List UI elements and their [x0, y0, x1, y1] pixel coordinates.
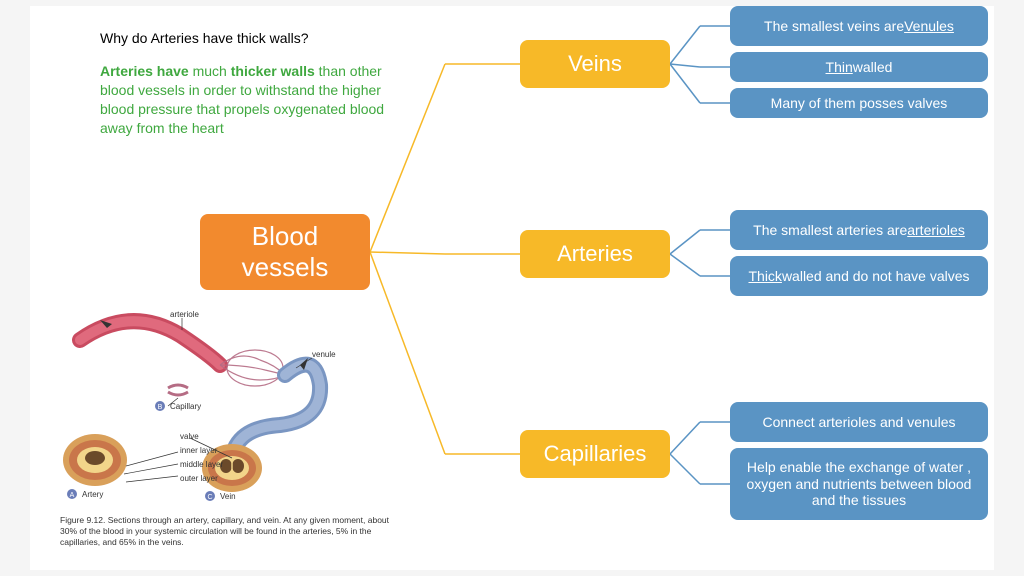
- leaf-node-0-0: The smallest veins are Venules: [730, 6, 988, 46]
- label-artery: Artery: [82, 490, 103, 499]
- question-text: Why do Arteries have thick walls?: [100, 30, 309, 46]
- answer-bold1: Arteries have: [100, 63, 189, 79]
- figure-caption: Figure 9.12. Sections through an artery,…: [60, 515, 400, 548]
- svg-text:A: A: [70, 492, 75, 499]
- leaf-node-2-0: Connect arterioles and venules: [730, 402, 988, 442]
- anatomy-illustration: A B C arteriole venule Capillary valve i…: [60, 310, 370, 510]
- label-valve: valve: [180, 432, 199, 441]
- label-outer: outer layer: [180, 474, 218, 483]
- label-vein: Vein: [220, 492, 236, 501]
- svg-text:C: C: [207, 494, 212, 501]
- answer-plain1: much: [189, 63, 231, 79]
- root-node: Blood vessels: [200, 214, 370, 290]
- branch-node-1: Arteries: [520, 230, 670, 278]
- branch-node-2: Capillaries: [520, 430, 670, 478]
- label-inner: inner layer: [180, 446, 217, 455]
- svg-text:B: B: [158, 404, 163, 411]
- label-venule: venule: [312, 350, 336, 359]
- label-capillary: Capillary: [170, 402, 201, 411]
- leaf-node-1-0: The smallest arteries are arterioles: [730, 210, 988, 250]
- leaf-node-0-2: Many of them posses valves: [730, 88, 988, 118]
- answer-bold2: thicker walls: [231, 63, 315, 79]
- branch-node-0: Veins: [520, 40, 670, 88]
- leaf-node-0-1: Thin walled: [730, 52, 988, 82]
- label-middle: middle layer: [180, 460, 223, 469]
- leaf-node-1-1: Thick walled and do not have valves: [730, 256, 988, 296]
- label-arteriole: arteriole: [170, 310, 199, 319]
- answer-text: Arteries have much thicker walls than ot…: [100, 62, 410, 138]
- leaf-node-2-1: Help enable the exchange of water , oxyg…: [730, 448, 988, 520]
